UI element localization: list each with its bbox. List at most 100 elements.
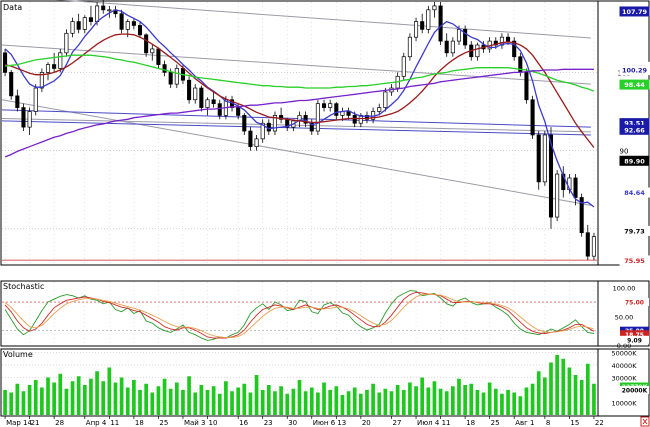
volume-panel-title: Volume	[3, 350, 33, 359]
candle-body	[512, 40, 517, 58]
volume-bar	[64, 388, 69, 415]
price-moving-averages	[4, 9, 595, 208]
volume-bar	[493, 388, 498, 415]
price-trendline	[1, 120, 591, 136]
date-label: 18	[135, 419, 144, 427]
volume-bar	[420, 377, 425, 415]
volume-bar	[328, 390, 333, 415]
stochastic-lines	[4, 290, 595, 341]
stochastic-line	[4, 293, 595, 339]
moving-average-line	[5, 54, 595, 92]
candle-body	[401, 56, 406, 77]
date-label: 11	[442, 419, 451, 427]
stochastic-label: 9.09	[627, 337, 642, 344]
stochastic-label-box	[620, 335, 649, 344]
candle-body	[475, 44, 480, 58]
date-label: 30	[288, 419, 297, 427]
volume-bar	[230, 391, 234, 415]
volume-bar	[512, 392, 517, 415]
volume-bar	[475, 390, 480, 415]
volume-bar	[150, 392, 155, 415]
volume-bar	[156, 386, 161, 415]
stochastic-label-box	[620, 298, 649, 307]
moving-average-line	[4, 33, 595, 148]
candle-body	[205, 99, 210, 108]
volume-bar	[500, 393, 504, 415]
candle-body	[499, 36, 504, 46]
volume-bar	[359, 393, 363, 415]
volume-bar	[199, 385, 204, 415]
candle-body	[420, 21, 425, 30]
volume-bar	[15, 383, 20, 415]
volume-tick-label: 40000K	[612, 362, 638, 370]
candle-body	[52, 64, 57, 69]
candle-body	[414, 21, 419, 38]
candle-body	[426, 9, 431, 30]
volume-bar	[113, 382, 118, 415]
candle-body	[334, 103, 339, 116]
price-panel-title: Data	[3, 3, 22, 12]
candle-body	[3, 52, 8, 73]
stochastic-label: 18.75	[625, 332, 644, 339]
candle-body	[542, 134, 547, 183]
price-label-box	[619, 155, 650, 166]
date-label: 22	[595, 419, 604, 427]
price-tick-label: 90	[620, 148, 629, 156]
price-label-box	[619, 187, 650, 198]
price-candles	[3, 0, 596, 261]
volume-bar	[242, 383, 247, 415]
volume-bar	[592, 383, 596, 415]
volume-bar	[469, 383, 474, 415]
candle-body	[144, 34, 149, 54]
volume-bar	[236, 387, 240, 415]
candle-body	[383, 91, 388, 108]
moving-average-line	[4, 9, 595, 208]
volume-bar	[95, 371, 99, 415]
volume-bar	[530, 383, 535, 415]
candle-body	[248, 130, 253, 148]
volume-bar	[573, 375, 578, 415]
volume-bar	[438, 388, 443, 415]
volume-bar	[211, 386, 216, 415]
date-label: Июн 6	[313, 419, 336, 427]
volume-bar	[285, 393, 290, 415]
candle-body	[15, 95, 20, 108]
volume-bar	[585, 363, 590, 415]
stochastic-panel-title: Stochastic	[3, 282, 44, 291]
candle-body	[315, 103, 320, 132]
volume-bar	[518, 396, 523, 415]
volume-tick-label: 10000K	[612, 400, 638, 408]
candle-body	[156, 48, 161, 65]
date-label: Июл 4	[417, 419, 440, 427]
candle-body	[58, 52, 63, 69]
volume-bar	[132, 380, 136, 415]
volume-bar	[217, 393, 222, 415]
volume-bar	[536, 371, 541, 415]
volume-bar	[401, 390, 406, 415]
candle-body	[303, 115, 308, 124]
stochastic-line	[4, 291, 595, 339]
candle-body	[432, 5, 437, 11]
volume-bar	[138, 390, 142, 415]
volume-tick-label: 30000K	[612, 375, 638, 383]
candle-body	[352, 115, 357, 124]
candle-body	[591, 236, 596, 257]
volume-bar	[162, 378, 167, 415]
volume-bar	[174, 382, 179, 415]
candle-body	[27, 111, 32, 128]
date-label: Авг 1	[515, 419, 534, 427]
candle-body	[456, 29, 462, 42]
volume-bar	[561, 358, 566, 415]
candle-body	[272, 115, 278, 132]
volume-bar	[76, 376, 81, 415]
price-label: 84.64	[624, 189, 645, 197]
volume-bar	[340, 395, 345, 415]
candle-body	[39, 72, 44, 89]
date-label: 11	[110, 419, 119, 427]
price-label-box	[619, 6, 650, 17]
date-label: Май 3	[184, 419, 206, 427]
price-trendlines	[1, 0, 597, 261]
